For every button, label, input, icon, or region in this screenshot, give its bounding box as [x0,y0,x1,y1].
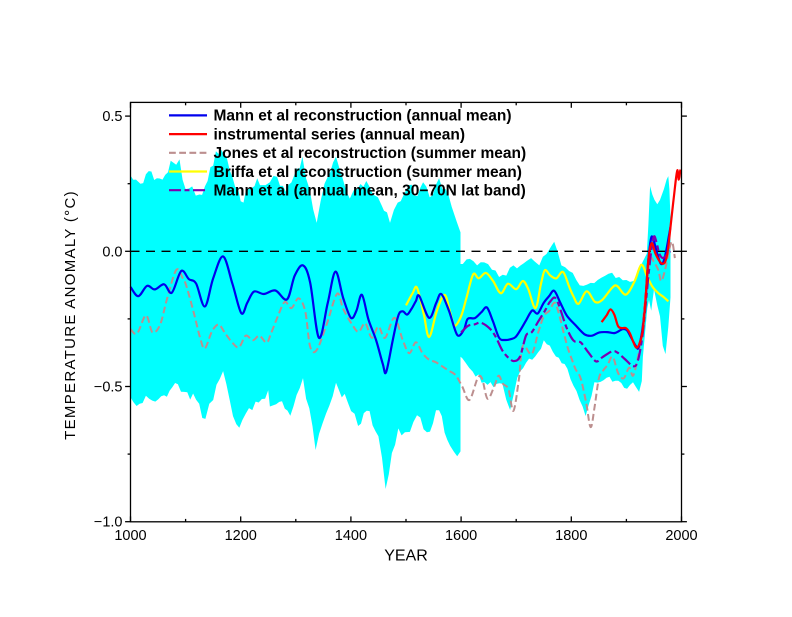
svg-text:YEAR: YEAR [384,548,428,565]
svg-text:1000: 1000 [114,528,146,544]
svg-text:TEMPERATURE ANOMALY (°C): TEMPERATURE ANOMALY (°C) [62,190,79,440]
svg-text:1400: 1400 [335,528,367,544]
svg-text:Mann et al reconstruction (ann: Mann et al reconstruction (annual mean) [214,108,512,125]
svg-text:0.0: 0.0 [102,244,122,260]
svg-text:−1.0: −1.0 [94,515,123,531]
svg-text:−0.5: −0.5 [94,380,123,396]
svg-text:instrumental series (annual me: instrumental series (annual mean) [214,126,466,143]
svg-text:2000: 2000 [665,528,697,544]
svg-text:Mann et al (annual mean, 30−70: Mann et al (annual mean, 30−70N lat band… [214,183,526,200]
svg-text:1200: 1200 [225,528,257,544]
svg-text:Briffa et al reconstruction (s: Briffa et al reconstruction (summer mean… [214,164,522,181]
svg-text:1600: 1600 [445,528,477,544]
svg-text:Jones et al reconstruction (su: Jones et al reconstruction (summer mean) [214,145,527,162]
svg-text:0.5: 0.5 [102,109,122,125]
svg-text:1800: 1800 [555,528,587,544]
